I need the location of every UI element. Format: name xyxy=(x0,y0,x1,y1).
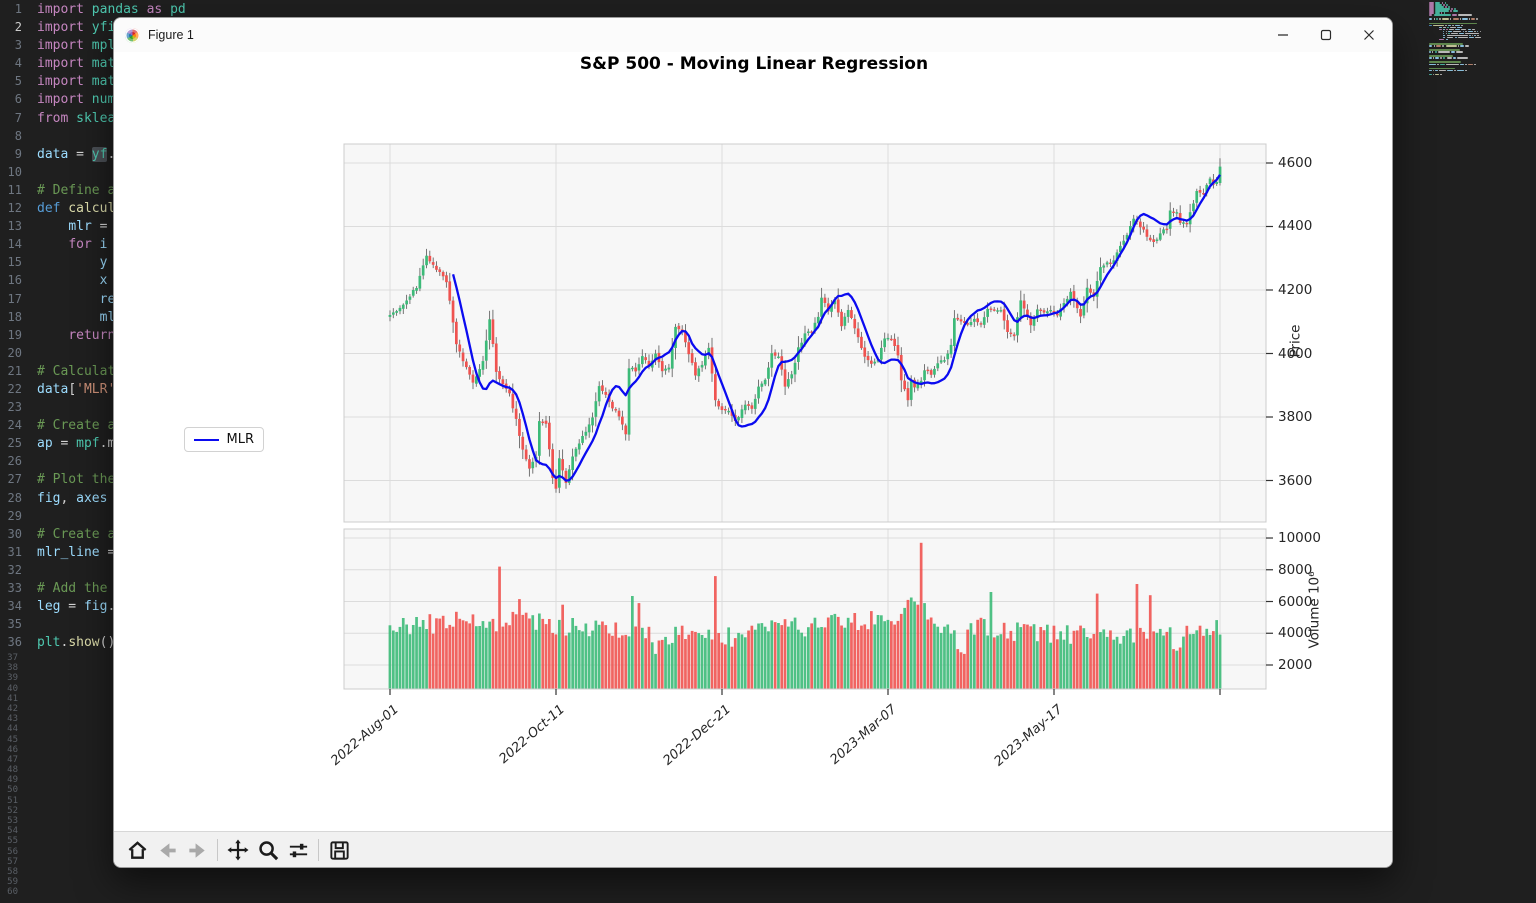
code-line-number: 46 xyxy=(7,744,18,755)
code-line-number: 42 xyxy=(7,703,18,714)
volume-tick-label: 8000 xyxy=(1278,561,1313,578)
code-line: 8 xyxy=(14,128,22,143)
minimize-button[interactable] xyxy=(1261,18,1304,52)
maximize-button[interactable] xyxy=(1304,18,1347,52)
forward-icon xyxy=(188,842,205,858)
legend-label: MLR xyxy=(226,432,255,447)
code-extra-line-numbers: 37 38 39 40 41 42 43 44 45 46 47 48 49 50 51 52 53 54 55 56… xyxy=(0,653,18,898)
matplotlib-figure-window: Figure 1 S&P 500 - Moving Linear Regress… xyxy=(113,17,1393,868)
chart-title: S&P 500 - Moving Linear Regression xyxy=(579,54,929,74)
code-line-number: 59 xyxy=(7,877,18,888)
code-line: 29 xyxy=(7,508,22,523)
configure-subplots-button[interactable] xyxy=(283,835,313,865)
code-line-number: 53 xyxy=(7,816,18,826)
back-button xyxy=(152,835,182,865)
price-tick-label: 3800 xyxy=(1278,409,1313,425)
volume-tick-label: 2000 xyxy=(1278,657,1313,673)
legend-line-sample xyxy=(194,438,219,441)
code-line: 35 xyxy=(7,617,22,632)
code-line-number: 40 xyxy=(7,683,18,694)
volume-tick-label: 6000 xyxy=(1278,593,1313,610)
gridlines xyxy=(344,144,1266,689)
figure-canvas[interactable]: S&P 500 - Moving Linear Regression MLR 3… xyxy=(114,52,1392,831)
code-line-number: 38 xyxy=(7,663,18,674)
code-line-number: 45 xyxy=(7,734,18,745)
back-icon xyxy=(159,842,176,858)
price-axis-label: Price xyxy=(1287,324,1304,358)
code-line-number: 49 xyxy=(7,775,18,786)
toolbar-separator xyxy=(318,839,319,861)
code-line-number: 58 xyxy=(7,866,18,877)
code-line: 36 plt.show() xyxy=(7,635,116,651)
code-line: 1 import pandas as pd xyxy=(14,2,186,17)
code-line-number: 41 xyxy=(7,693,18,704)
code-line-number: 48 xyxy=(7,765,18,776)
close-icon xyxy=(1363,30,1374,40)
forward-button xyxy=(182,835,212,865)
code-line-number: 37 xyxy=(7,653,18,663)
code-line: 10 xyxy=(7,164,22,179)
maximize-icon xyxy=(1320,29,1331,41)
mlr-line xyxy=(451,174,1221,482)
code-line-number: 43 xyxy=(7,714,18,725)
configure-subplots-icon xyxy=(289,843,307,857)
zoom-icon xyxy=(258,840,278,860)
code-line: 20 xyxy=(7,345,22,360)
matplotlib-logo-icon xyxy=(125,27,140,43)
volume-axis-label: Volume 10⁶ xyxy=(1306,571,1323,649)
code-line-number: 60 xyxy=(7,887,18,898)
code-line: 23 xyxy=(7,400,22,415)
pan-button[interactable] xyxy=(223,835,253,865)
editor-minimap[interactable] xyxy=(1424,0,1536,903)
code-line-number: 56 xyxy=(7,846,18,857)
close-button[interactable] xyxy=(1347,18,1390,52)
price-tick-label: 4200 xyxy=(1278,281,1313,298)
minimize-icon xyxy=(1277,34,1288,36)
candles-group xyxy=(388,158,1222,494)
home-button[interactable] xyxy=(122,835,152,865)
code-line-number: 51 xyxy=(7,795,18,806)
pan-icon xyxy=(227,839,249,861)
code-line-number: 57 xyxy=(7,856,18,867)
home-icon xyxy=(128,840,146,859)
window-title: Figure 1 xyxy=(148,28,194,42)
code-line-number: 55 xyxy=(7,836,18,847)
price-tick-label: 4600 xyxy=(1278,154,1313,171)
price-tick-label: 3600 xyxy=(1278,472,1313,489)
save-icon xyxy=(329,840,349,860)
price-tick-label: 4400 xyxy=(1278,218,1313,235)
candlestick-chart xyxy=(343,143,1273,695)
volume-bars-group xyxy=(388,542,1222,689)
code-line-number: 54 xyxy=(7,826,18,837)
code-line-number: 39 xyxy=(7,673,18,684)
matplotlib-toolbar xyxy=(114,831,1392,867)
price-tick-label: 4000 xyxy=(1278,345,1313,362)
code-line-number: 44 xyxy=(7,724,18,735)
code-line-number: 47 xyxy=(7,754,18,765)
volume-tick-label: 10000 xyxy=(1278,530,1321,547)
code-line-number: 50 xyxy=(7,785,18,796)
volume-tick-label: 4000 xyxy=(1278,625,1313,642)
save-button[interactable] xyxy=(324,835,354,865)
code-line: 32 xyxy=(7,562,22,577)
chart-legend: MLR xyxy=(184,427,264,452)
code-line-number: 52 xyxy=(7,805,18,816)
code-line: 26 xyxy=(7,454,22,469)
window-titlebar[interactable]: Figure 1 xyxy=(114,18,1392,52)
zoom-button[interactable] xyxy=(253,835,283,865)
toolbar-separator xyxy=(217,839,218,861)
